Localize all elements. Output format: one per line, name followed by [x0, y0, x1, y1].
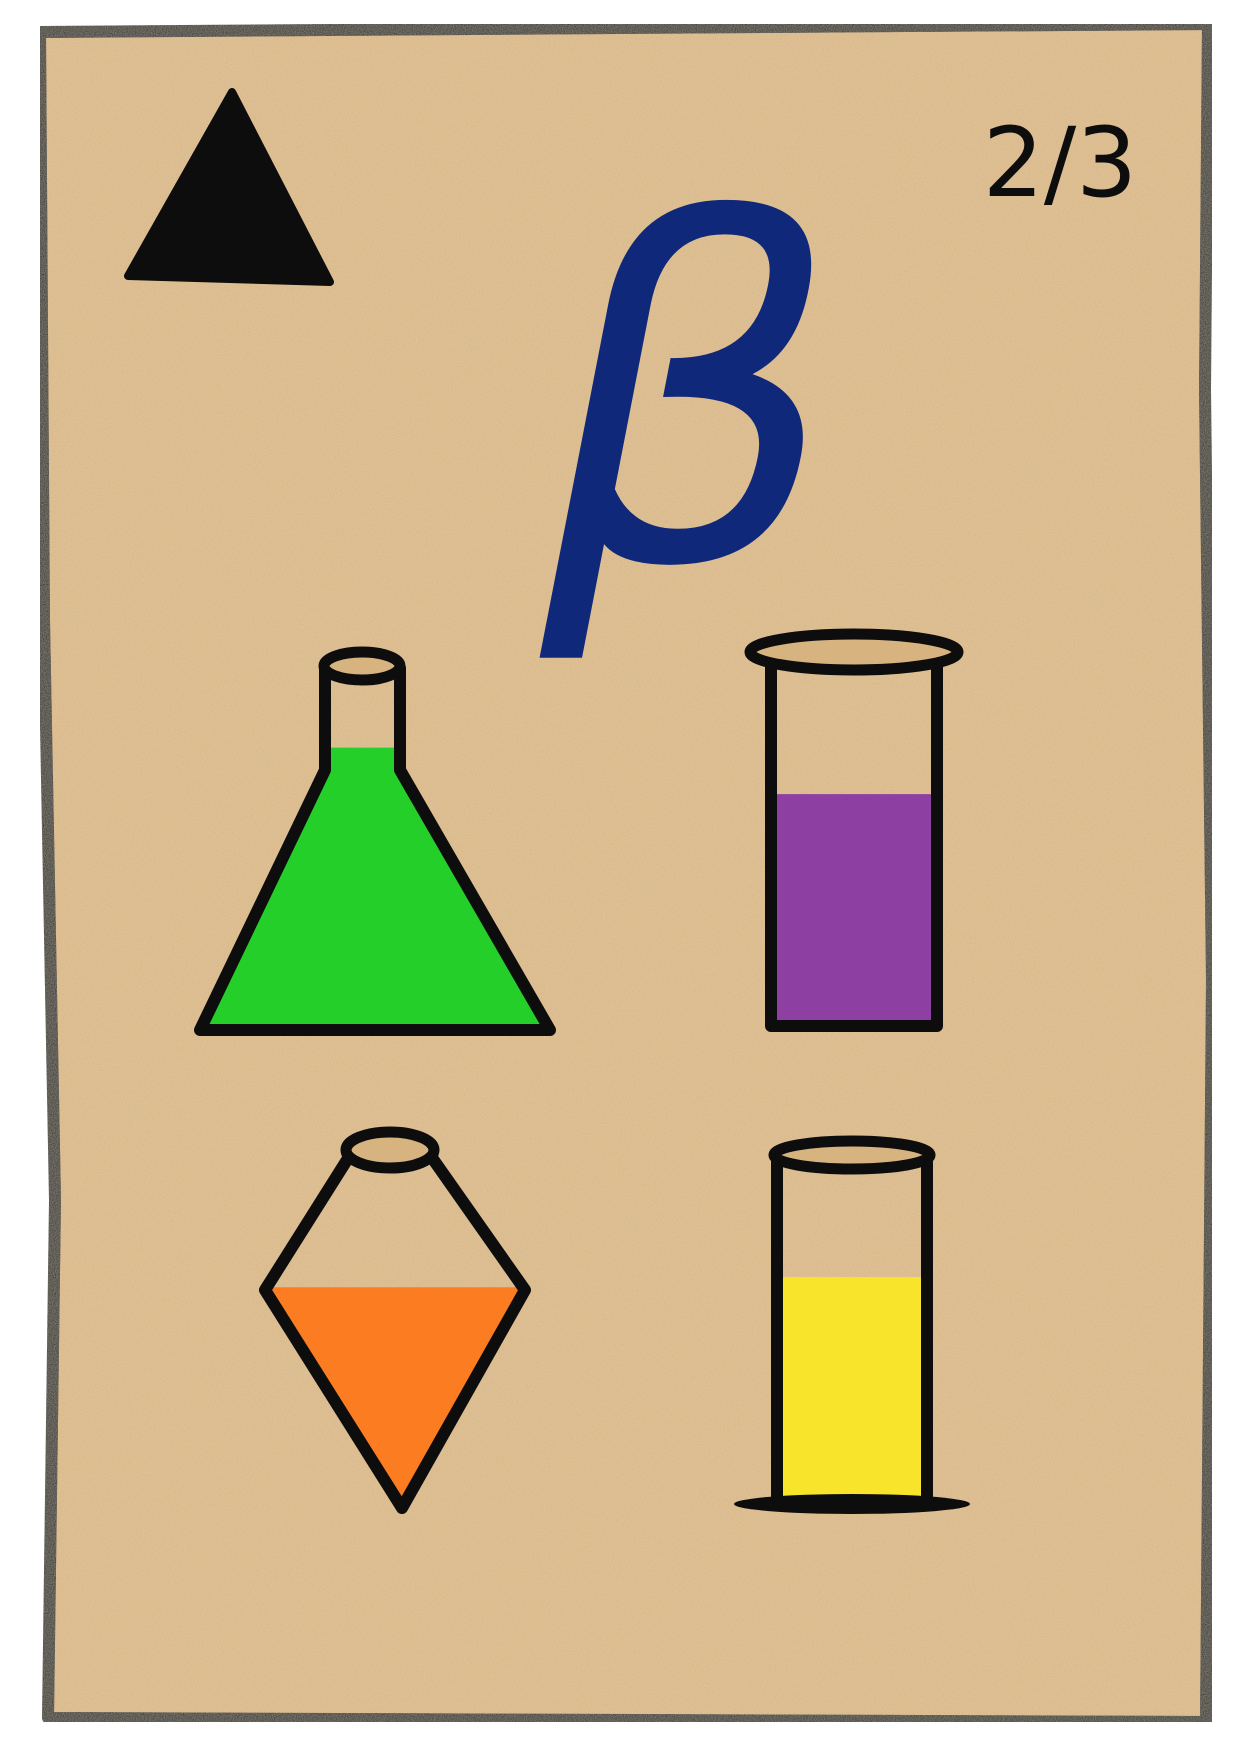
tube-liquid [781, 1277, 923, 1498]
triangle-icon [124, 88, 334, 286]
graduated-cylinder-icon [744, 628, 964, 1032]
cylinder-liquid [775, 794, 933, 1025]
test-tube-icon [734, 1135, 970, 1514]
card-symbol: β [533, 124, 840, 671]
card-counter: 2/3 [983, 107, 1138, 219]
